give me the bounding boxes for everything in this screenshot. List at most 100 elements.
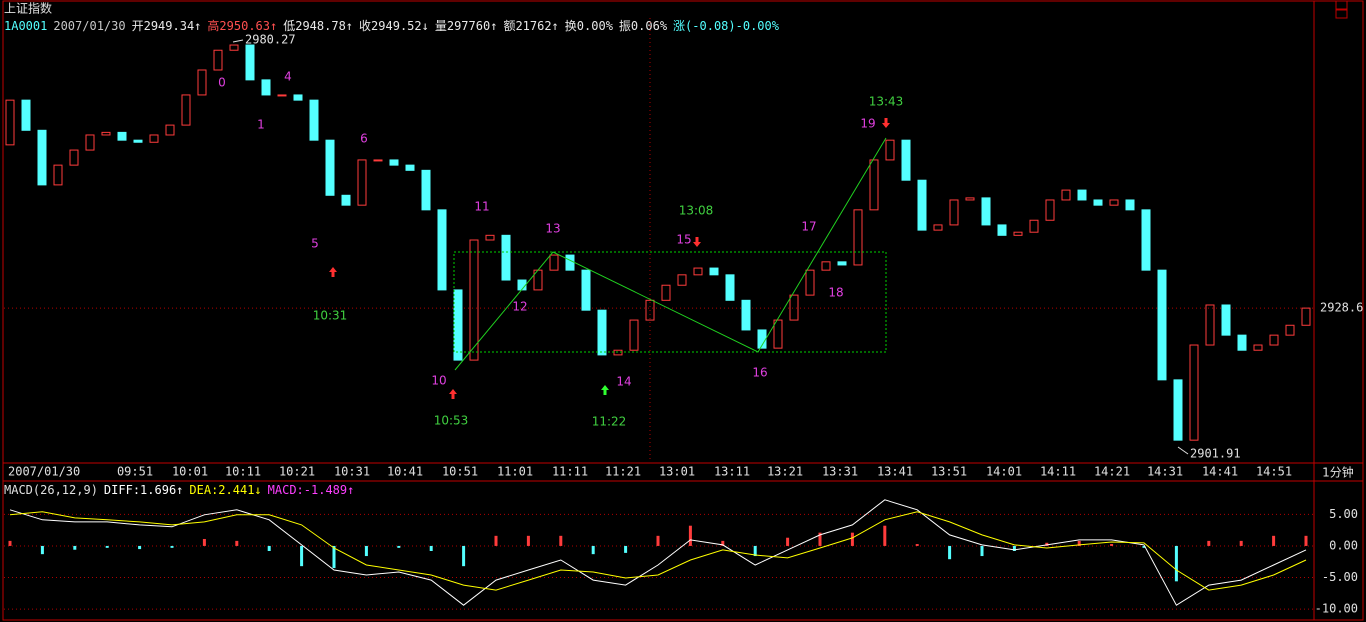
candle	[261, 79, 271, 96]
candle	[405, 164, 415, 171]
macd-bar	[170, 545, 174, 548]
wave-label: 6	[360, 132, 368, 146]
candle	[501, 234, 511, 281]
trend-line	[454, 137, 887, 371]
wave-label: 14	[616, 375, 631, 389]
candle	[1237, 334, 1247, 351]
macd-bar	[138, 545, 142, 550]
time-mark: 11:22	[592, 415, 627, 429]
macd-bar	[526, 535, 530, 546]
macd-bar	[1272, 535, 1276, 546]
candle	[917, 179, 927, 231]
wave-label: 0	[218, 76, 226, 90]
wave-label: 5	[311, 237, 319, 251]
candle	[981, 197, 991, 226]
x-tick-label: 13:51	[931, 465, 967, 479]
wave-label: 16	[752, 366, 767, 380]
x-tick-label: 10:51	[442, 465, 478, 479]
legend-entry: MACD:-1.489↑	[268, 483, 355, 497]
time-mark: 13:08	[679, 204, 714, 218]
macd-line	[9, 511, 1307, 591]
window-button[interactable]	[1335, 9, 1348, 19]
candle	[245, 44, 255, 81]
candle	[901, 139, 911, 181]
candle	[197, 69, 207, 96]
macd-bar	[656, 535, 660, 546]
candle	[709, 267, 719, 276]
macd-header: MACD(26,12,9) DIFF:1.696↑ DEA:2.441↓ MACD:-…	[4, 483, 354, 497]
macd-line	[9, 499, 1307, 606]
macd-bar	[786, 537, 790, 546]
macd-bar	[202, 538, 206, 546]
candle	[69, 149, 79, 166]
wave-label: 13	[545, 222, 560, 236]
candle	[789, 294, 799, 321]
candle	[325, 139, 335, 196]
candle	[1285, 324, 1295, 336]
candle	[661, 284, 671, 301]
chart-title: 上证指数	[4, 1, 52, 16]
candle	[805, 269, 815, 296]
extreme-pointer	[1177, 446, 1189, 455]
x-tick-label: 10:21	[279, 465, 315, 479]
candle	[373, 159, 383, 162]
extreme-label: 2901.91	[1190, 447, 1241, 461]
candle	[469, 239, 479, 361]
x-tick-label: 14:21	[1094, 465, 1130, 479]
macd-bar	[462, 545, 466, 567]
candle	[5, 99, 15, 146]
info-item: 1A0001	[4, 19, 47, 33]
candle	[1093, 199, 1103, 206]
x-tick-label: 11:21	[605, 465, 641, 479]
macd-bar	[559, 535, 563, 546]
signal-arrow	[882, 118, 890, 128]
x-tick-label: 10:41	[387, 465, 423, 479]
wave-label: 17	[801, 220, 816, 234]
wave-label: 4	[284, 70, 292, 84]
macd-bar	[688, 525, 692, 546]
macd-bar	[591, 545, 595, 555]
window-button[interactable]	[1335, 0, 1348, 10]
macd-bar	[1174, 545, 1178, 582]
candle	[389, 159, 399, 166]
candle	[645, 299, 655, 321]
info-item: 低2948.78↑	[283, 19, 353, 33]
candle	[1221, 304, 1231, 336]
candle	[1061, 189, 1071, 201]
candle	[421, 169, 431, 211]
macd-bar	[624, 545, 628, 553]
macd-title: MACD(26,12,9)	[4, 483, 98, 497]
candle	[629, 319, 639, 351]
macd-bar	[948, 545, 952, 560]
candle	[133, 139, 143, 143]
candle	[1301, 307, 1311, 326]
x-tick-label: 13:01	[659, 465, 695, 479]
y-tick-label: 0.00	[1329, 538, 1358, 552]
info-line: 1A0001 2007/01/30 开2949.34↑ 高2950.63↑ 低2948.…	[4, 18, 780, 33]
info-item: 量297760↑	[435, 19, 498, 33]
candle	[453, 289, 463, 361]
candle	[85, 134, 95, 151]
candle	[101, 131, 111, 136]
candle	[613, 349, 623, 356]
candle	[181, 94, 191, 126]
candle	[1045, 199, 1055, 221]
x-tick-label: 14:41	[1202, 465, 1238, 479]
candle	[741, 299, 751, 331]
wave-label: 18	[828, 286, 843, 300]
candle	[933, 224, 943, 231]
time-mark: 10:53	[434, 414, 469, 428]
info-item: 高2950.63↑	[207, 18, 277, 33]
x-tick-label: 11:01	[497, 465, 533, 479]
candle	[1077, 189, 1087, 201]
x-tick-label: 09:51	[117, 465, 153, 479]
candle	[357, 159, 367, 206]
signal-arrow	[449, 389, 457, 399]
macd-bar	[8, 540, 12, 546]
candle	[165, 124, 175, 136]
macd-bar	[1045, 542, 1049, 546]
candle	[1141, 209, 1151, 271]
